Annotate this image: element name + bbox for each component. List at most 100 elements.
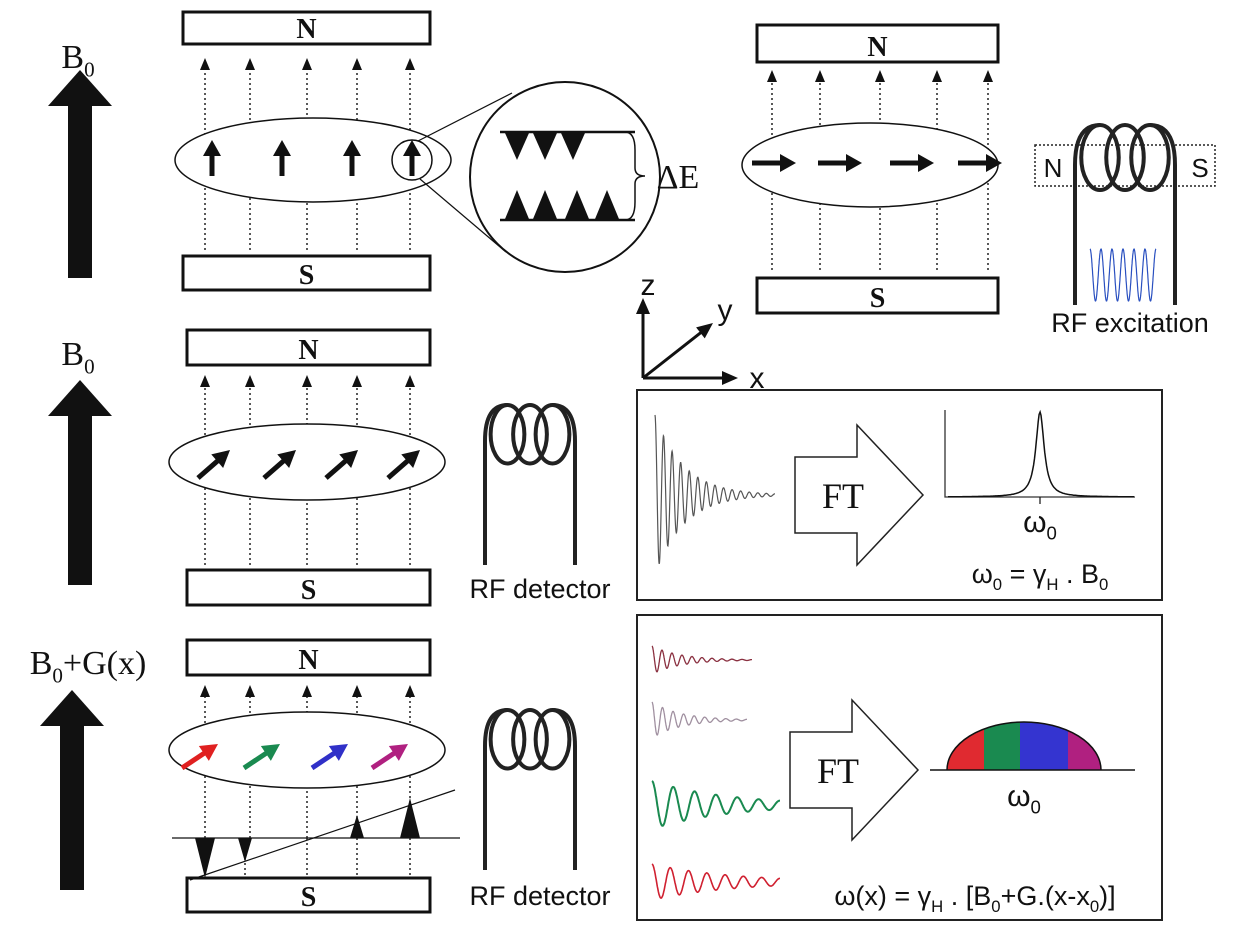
field-label: B0: [61, 336, 94, 379]
peak-label: ω0: [1007, 780, 1041, 818]
coil-loop: [536, 710, 570, 769]
fid-signal: [652, 864, 780, 898]
equation: ω(x) = γH . [B0+G.(x-x0)]: [834, 881, 1115, 916]
rf-detector: RF detector: [469, 574, 610, 604]
subscript: 0: [1090, 897, 1099, 916]
text-part: B: [61, 336, 84, 373]
subscript: H: [1046, 575, 1058, 594]
hump-segment: [946, 720, 984, 770]
coil-leg: [485, 405, 508, 565]
ft-label: FT: [822, 476, 864, 516]
coil-south: S: [1191, 153, 1208, 183]
equation: ω0 = γH . B0: [972, 559, 1109, 594]
text-part: ω: [1007, 780, 1030, 813]
coil-leg: [553, 710, 576, 870]
magnet-label: N: [296, 14, 316, 45]
field-line-head: [200, 685, 210, 697]
field-line-head: [352, 685, 362, 697]
zoom-detail: [470, 82, 660, 272]
field-arrow-shaft: [60, 720, 84, 890]
field-arrow-head: [40, 690, 104, 726]
field-line-head: [200, 375, 210, 387]
coil-loop: [1131, 125, 1169, 190]
field-line-head: [405, 58, 415, 70]
text-part: )]: [1099, 881, 1116, 911]
subscript: 0: [991, 897, 1000, 916]
subscript: 0: [993, 575, 1002, 594]
field-line-head: [932, 70, 942, 82]
text-part: . B: [1058, 559, 1099, 589]
field-line-head: [302, 58, 312, 70]
field-line-head: [875, 70, 885, 82]
coil-leg: [1150, 125, 1175, 305]
fid-signal: [652, 702, 747, 735]
coil-leg: [553, 405, 576, 565]
coil: [485, 405, 575, 565]
spectrum-axes: [945, 410, 1135, 497]
field-line-head: [405, 685, 415, 697]
hump: [946, 720, 1102, 770]
rf-detector: RF detector: [469, 881, 610, 911]
peak-label: ω0: [1023, 506, 1057, 544]
hump-segment: [1068, 720, 1102, 770]
fid-signal: [652, 646, 752, 672]
text-part: = γ: [1002, 559, 1047, 589]
spin-up: [350, 815, 364, 838]
field-line-head: [405, 375, 415, 387]
coil-loop: [536, 405, 570, 464]
magnet-label: S: [301, 575, 317, 606]
fid-signal: [652, 781, 780, 826]
magnet-label: S: [870, 283, 886, 314]
coil-north: N: [1044, 153, 1063, 183]
field-line-head: [245, 58, 255, 70]
axis-z-label: z: [641, 269, 656, 302]
subscript: H: [931, 897, 943, 916]
text-part: +G(x): [63, 645, 146, 682]
coil: [1075, 125, 1175, 305]
field-line-head: [302, 685, 312, 697]
field-line-head: [767, 70, 777, 82]
text-part: B: [61, 39, 84, 76]
rf-excitation: RF excitation: [1051, 308, 1209, 338]
axis-y: [643, 331, 703, 378]
energy-gap: ΔE: [657, 159, 700, 196]
magnet-label: S: [299, 260, 315, 291]
text-part: +G.(x-x: [1001, 881, 1091, 911]
field-arrow-shaft: [68, 100, 92, 278]
magnet-label: N: [867, 32, 887, 63]
text-part: B: [30, 645, 53, 682]
field-line-head: [352, 375, 362, 387]
subscript: 0: [84, 355, 95, 379]
field-line-head: [352, 58, 362, 70]
coil-leg: [485, 710, 508, 870]
field-line-head: [815, 70, 825, 82]
field-arrow-shaft: [68, 410, 92, 585]
subscript: 0: [1099, 575, 1108, 594]
field-label: B0+G(x): [30, 645, 147, 688]
spin-down: [238, 838, 252, 862]
field-arrow-head: [48, 70, 112, 106]
subscript: 0: [1047, 523, 1057, 544]
subscript: 0: [1031, 797, 1041, 818]
magnet-label: N: [298, 335, 318, 366]
fid-signal: [1090, 249, 1156, 301]
coil: [485, 710, 575, 870]
subscript: 0: [52, 664, 63, 688]
text-part: ω: [972, 559, 993, 589]
spectrum-peak: [948, 412, 1134, 497]
axis-y-label: y: [718, 294, 733, 327]
coil-leg: [1075, 125, 1100, 305]
field-line-head: [245, 685, 255, 697]
text-part: . [B: [943, 881, 991, 911]
field-line-head: [200, 58, 210, 70]
fid-signal: [655, 415, 775, 564]
ft-label: FT: [817, 751, 859, 791]
field-line-head: [983, 70, 993, 82]
text-part: ω: [1023, 506, 1046, 539]
spin-up: [400, 798, 420, 838]
axis-x-head: [722, 371, 738, 385]
magnet-label: S: [301, 882, 317, 913]
mri-diagram: B0NSΔENSNSRF excitationzyxB0NSRF detecto…: [0, 0, 1235, 925]
magnet-label: N: [298, 645, 318, 676]
field-line-head: [245, 375, 255, 387]
